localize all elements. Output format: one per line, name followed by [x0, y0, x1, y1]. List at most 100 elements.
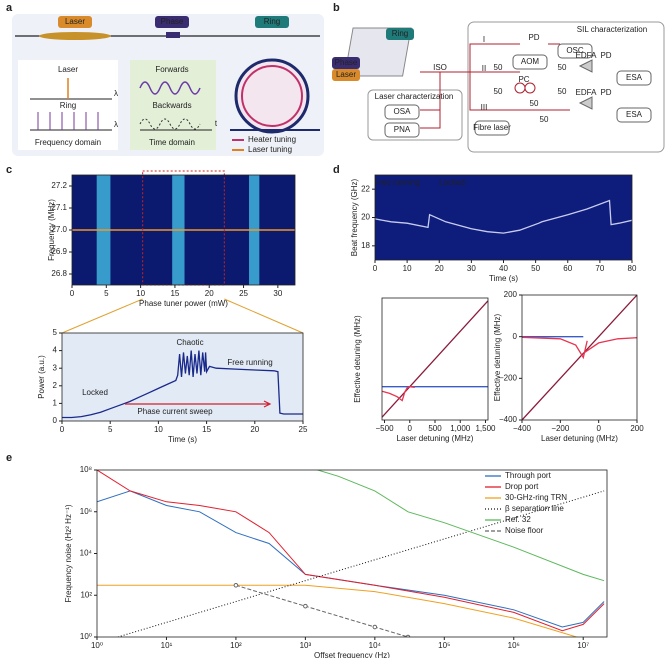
- time-box: [130, 60, 216, 150]
- series-line: [235, 584, 409, 637]
- b-label: ESA: [626, 73, 643, 82]
- legend-label: Through port: [505, 471, 552, 480]
- x-tick-label: 30: [467, 264, 476, 273]
- pc-loop: [514, 82, 526, 94]
- pc-loop: [524, 82, 536, 94]
- b-label: Laser characterization: [375, 92, 454, 101]
- b-label: ESA: [626, 110, 643, 119]
- annotation: Chaotic: [176, 338, 203, 347]
- b-label: Ring: [392, 29, 408, 38]
- y-axis-label: Power (a.u.): [37, 355, 46, 399]
- b-label: OSA: [394, 107, 412, 116]
- y-tick-label: −400: [499, 415, 518, 424]
- a-label: λ: [114, 89, 118, 98]
- panel-label: d: [333, 164, 340, 176]
- y-tick-label: 3: [53, 363, 58, 372]
- forward-wave: [139, 81, 201, 95]
- fibres: [420, 43, 570, 129]
- b-label: PD: [600, 88, 611, 97]
- laser-chip: [39, 32, 111, 40]
- device: [512, 54, 548, 70]
- x-tick-label: 10¹: [161, 641, 173, 650]
- device: [616, 70, 652, 86]
- y-tick-label: 26.9: [51, 247, 67, 256]
- x-tick-label: 10⁷: [577, 641, 589, 650]
- x-tick-label: 70: [595, 264, 604, 273]
- plot: [522, 295, 637, 420]
- y-tick-label: 200: [504, 290, 518, 299]
- sweep-arrow: [125, 400, 272, 408]
- annotation: Free running: [374, 178, 419, 187]
- x-tick-label: 15: [170, 289, 179, 298]
- y-tick-label: 0: [513, 332, 518, 341]
- chip: [386, 28, 414, 40]
- freq-box: [18, 60, 118, 150]
- y-tick-label: 27.1: [51, 203, 67, 212]
- x-tick-label: 10³: [300, 641, 312, 650]
- b-label: 50: [530, 99, 539, 108]
- a-label: Ring: [60, 101, 76, 110]
- series-line: [382, 386, 415, 402]
- x-tick-label: −400: [513, 424, 532, 433]
- plot: [72, 175, 295, 285]
- series-line: [582, 337, 637, 354]
- b-label: 50: [540, 115, 549, 124]
- legend-label: β separation line: [505, 504, 564, 513]
- x-axis-label: Laser detuning (MHz): [397, 434, 474, 443]
- backward-wave: [139, 118, 201, 130]
- x-axis-label: Offset frequency (Hz): [314, 651, 390, 658]
- b-label: Fibre laser: [473, 123, 511, 132]
- y-tick-label: 10²: [80, 590, 92, 599]
- x-tick-label: 5: [104, 289, 109, 298]
- b-label: 50: [558, 87, 567, 96]
- x-tick-label: 10: [154, 425, 163, 434]
- y-tick-label: 27.2: [51, 181, 67, 190]
- y-axis-label: Frequency (MHz): [47, 199, 56, 261]
- x-axis-label: Laser detuning (MHz): [541, 434, 618, 443]
- b-label: EDFA: [576, 51, 598, 60]
- x-tick-label: 60: [563, 264, 572, 273]
- x-tick-label: 10²: [230, 641, 242, 650]
- plot: [382, 300, 488, 418]
- chip: [255, 16, 289, 28]
- x-tick-label: 200: [630, 424, 644, 433]
- b-label: II: [482, 64, 486, 73]
- y-tick-label: 2: [53, 381, 58, 390]
- b-label: PD: [528, 33, 539, 42]
- device: [616, 107, 652, 123]
- chip: [155, 16, 189, 28]
- y-tick-label: 4: [53, 346, 58, 355]
- series-line: [522, 295, 637, 420]
- x-tick-label: 50: [531, 264, 540, 273]
- b-label: EDFA: [576, 88, 598, 97]
- x-tick-label: 40: [499, 264, 508, 273]
- y-tick-label: −200: [499, 373, 518, 382]
- a-label: Forwards: [155, 65, 188, 74]
- x-tick-label: 1,000: [450, 424, 471, 433]
- marker: [303, 603, 308, 609]
- x-tick-label: 0: [373, 264, 378, 273]
- chip: [58, 16, 92, 28]
- b-label: 50: [494, 63, 503, 72]
- y-tick-label: 5: [53, 328, 58, 337]
- device: [557, 43, 593, 59]
- x-tick-label: −200: [551, 424, 570, 433]
- x-tick-label: 500: [428, 424, 442, 433]
- b-label: III: [481, 103, 488, 112]
- plot-bg: [62, 333, 303, 421]
- series-line: [315, 470, 605, 582]
- x-tick-label: 5: [108, 425, 113, 434]
- plot-bg: [375, 175, 632, 260]
- marker: [233, 582, 239, 588]
- a-label: Time domain: [149, 138, 195, 147]
- ring: [234, 58, 310, 134]
- frame: [521, 294, 638, 421]
- a-label: t: [215, 119, 218, 128]
- b-label: 50: [494, 87, 503, 96]
- x-tick-label: 10: [136, 289, 145, 298]
- y-tick-label: 10⁸: [80, 465, 92, 474]
- panel-label: b: [333, 2, 340, 14]
- y-tick-label: 26.8: [51, 269, 67, 278]
- y-tick-label: 10⁴: [80, 549, 93, 558]
